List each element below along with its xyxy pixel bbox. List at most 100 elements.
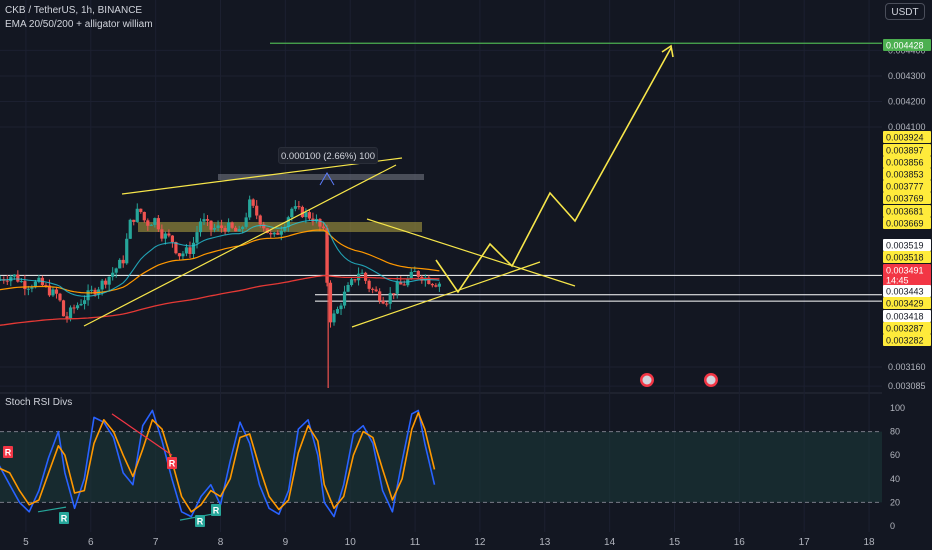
- candle-bear: [47, 285, 52, 296]
- candle-bull: [33, 281, 37, 288]
- candle-bull: [212, 227, 217, 230]
- candle-bear: [325, 228, 329, 283]
- price-label-box: [883, 285, 931, 297]
- bullish-divergence-line: [37, 506, 67, 513]
- candle-bull: [90, 289, 94, 291]
- price-label: 0.003777: [886, 182, 924, 192]
- divergence-marker: [195, 515, 205, 527]
- projection-arrowhead: [661, 44, 674, 58]
- candle-bear: [58, 293, 62, 301]
- oscillator-title: Stoch RSI Divs: [5, 397, 73, 408]
- candle-bear: [177, 253, 182, 257]
- ema-200-line: [0, 274, 440, 326]
- candle-bear: [65, 316, 69, 319]
- candle-bear: [269, 233, 273, 235]
- y-tick-label: 0.004300: [888, 71, 926, 81]
- candle-bull: [68, 307, 73, 319]
- candle-bear: [142, 211, 146, 221]
- currency-button[interactable]: USDT: [885, 3, 925, 20]
- price-label: 0.004428: [886, 41, 924, 51]
- trend-drawings: [83, 44, 718, 387]
- price-label: 0.003491: [886, 266, 924, 276]
- candle-bear: [371, 288, 375, 290]
- candle-bull: [12, 274, 16, 277]
- candle-bear: [318, 218, 322, 227]
- candle-bull: [409, 271, 413, 279]
- candle-bear: [430, 283, 434, 286]
- price-label-box: [883, 251, 931, 263]
- price-label: 0.003443: [886, 287, 924, 297]
- candle-bull: [437, 283, 441, 287]
- candle-bear: [367, 280, 371, 289]
- candle-bull: [114, 268, 118, 273]
- x-tick-label: 11: [410, 537, 421, 548]
- x-tick-label: 5: [23, 537, 29, 548]
- candle-bull: [125, 238, 129, 264]
- candle-bull: [118, 259, 122, 269]
- divergence-marker: [211, 504, 221, 516]
- triangle-lower-line: [351, 261, 541, 328]
- candle-bear: [139, 208, 143, 212]
- x-tick-label: 10: [345, 537, 357, 548]
- candle-bull: [248, 199, 252, 218]
- candle-bear: [297, 206, 301, 208]
- ema-lines: [0, 219, 440, 326]
- candle-bear: [276, 232, 280, 235]
- x-tick-label: 9: [283, 537, 289, 548]
- x-tick-label: 8: [218, 537, 224, 548]
- candle-bear: [61, 300, 66, 317]
- price-label: 0.003282: [886, 336, 924, 346]
- candle-bull: [79, 303, 83, 306]
- candle-bear: [262, 224, 266, 229]
- price-label-box: [883, 264, 931, 286]
- candle-bear: [230, 222, 234, 228]
- candle-bull: [184, 247, 189, 254]
- x-tick-label: 18: [863, 537, 875, 548]
- osc-tick-label: 0: [890, 521, 895, 531]
- candle-bull: [342, 291, 347, 306]
- candle-bull: [30, 287, 34, 289]
- candle-bull: [37, 277, 41, 282]
- candle-bull: [181, 253, 185, 257]
- event-marker-icon-inner: [706, 375, 716, 385]
- price-label-box: [883, 322, 931, 334]
- candle-bear: [328, 282, 333, 323]
- candle-bear: [121, 259, 125, 264]
- candle-bear: [188, 247, 192, 254]
- time-axis[interactable]: 5 6 7 8 9 10 11 12 13 14 15 16 17 18: [23, 537, 875, 548]
- candle-bear: [402, 284, 406, 286]
- divergence-marker-label: R: [197, 517, 204, 527]
- divergence-marker: [167, 457, 177, 469]
- candle-bear: [156, 218, 160, 230]
- divergence-marker-label: R: [213, 506, 220, 516]
- price-label: 0.003769: [886, 194, 924, 204]
- x-tick-label: 15: [669, 537, 681, 548]
- osc-tick-label: 60: [890, 450, 900, 460]
- y-tick-label: 0.004200: [888, 96, 926, 106]
- candle-bear: [223, 228, 227, 232]
- rising-trendline: [83, 164, 397, 327]
- stoch-rsi-panel: RRR RR: [0, 409, 882, 527]
- candle-bull: [202, 219, 206, 222]
- candle-bull: [290, 208, 294, 218]
- y-tick-label: 0.003160: [888, 362, 926, 372]
- candle-bear: [374, 289, 378, 292]
- candle-bull: [216, 225, 220, 228]
- price-label-box: [883, 205, 931, 217]
- candle-bull: [346, 285, 350, 292]
- price-label: 0.003429: [886, 299, 924, 309]
- candle-bull: [293, 206, 297, 209]
- price-label: 0.003669: [886, 219, 924, 229]
- symbol-title: CKB / TetherUS, 1h, BINANCE: [5, 5, 143, 16]
- price-label-box: [883, 297, 931, 309]
- price-label-box: [883, 180, 931, 192]
- price-axis[interactable]: 0.0044000.0043000.0042000.0041000.003160…: [882, 0, 932, 550]
- candle-bull: [279, 230, 283, 235]
- candle-bull: [395, 281, 399, 294]
- candle-bear: [23, 281, 27, 290]
- candle-bear: [174, 242, 178, 254]
- candle-bull: [195, 232, 199, 243]
- y-tick-label: 0.003085: [888, 381, 926, 391]
- resistance-zone: [138, 222, 422, 232]
